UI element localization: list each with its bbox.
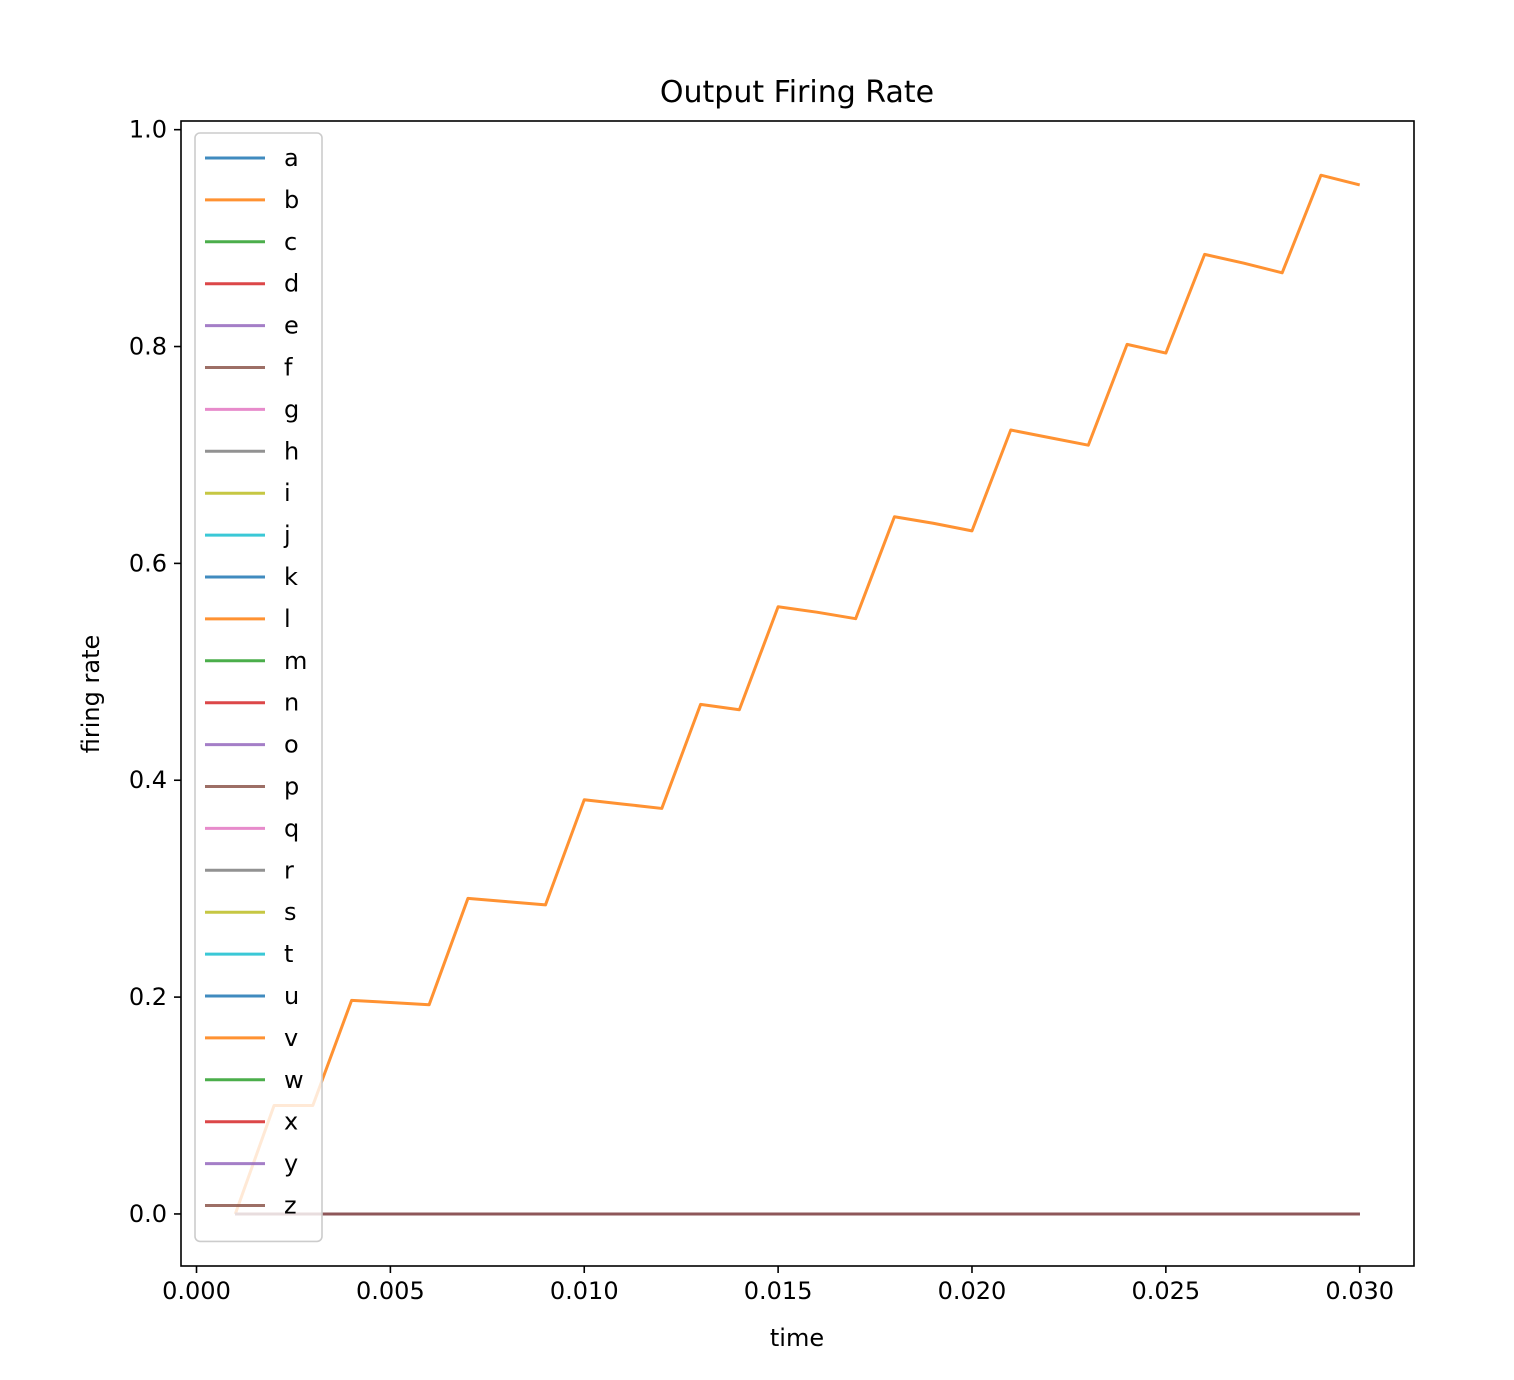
legend-label-i: i [284,479,291,507]
legend-label-o: o [284,731,299,759]
y-tick-label: 1.0 [129,116,167,144]
legend-label-n: n [284,689,299,717]
legend-label-e: e [284,312,299,340]
ticks-layer: 0.000 0.005 0.010 0.015 0.020 0.025 0.030 0.0 0.… [129,116,1394,1305]
legend-label-a: a [284,144,299,172]
series-line-v [233,173,1361,1215]
legend-label-j: j [283,521,291,549]
y-tick-label: 0.8 [129,333,167,361]
legend-label-k: k [284,563,298,591]
legend-label-b: b [284,186,299,214]
x-tick-label: 0.030 [1325,1277,1394,1305]
y-axis-label: firing rate [77,635,105,753]
legend-label-t: t [284,940,293,968]
legend-label-q: q [284,814,299,842]
legend-label-c: c [284,228,297,256]
x-tick-label: 0.025 [1131,1277,1200,1305]
chart-title: Output Firing Rate [660,75,934,110]
legend-label-x: x [284,1108,298,1136]
plot-frame [180,120,1415,1267]
legend-label-s: s [284,898,297,926]
legend-label-u: u [284,982,299,1010]
y-tick-label: 0.4 [129,766,167,794]
y-tick-label: 0.0 [129,1200,167,1228]
legend-label-y: y [284,1150,298,1178]
x-tick-label: 0.005 [356,1277,425,1305]
series-layer [233,173,1361,1216]
legend-label-f: f [284,354,293,382]
legend-label-d: d [284,270,299,298]
legend-label-w: w [284,1066,304,1094]
y-tick-label: 0.6 [129,549,167,577]
legend-label-h: h [284,437,299,465]
x-tick-label: 0.015 [744,1277,813,1305]
x-axis-label: time [770,1324,824,1352]
legend-label-l: l [284,605,291,633]
y-tick-label: 0.2 [129,983,167,1011]
x-tick-label: 0.000 [162,1277,231,1305]
x-tick-label: 0.020 [938,1277,1007,1305]
legend-label-z: z [284,1192,297,1220]
legend-label-m: m [284,647,307,675]
legend-label-g: g [284,395,299,423]
legend-label-r: r [284,856,294,884]
legend-label-v: v [284,1024,298,1052]
legend-label-p: p [284,773,299,801]
x-tick-label: 0.010 [550,1277,619,1305]
